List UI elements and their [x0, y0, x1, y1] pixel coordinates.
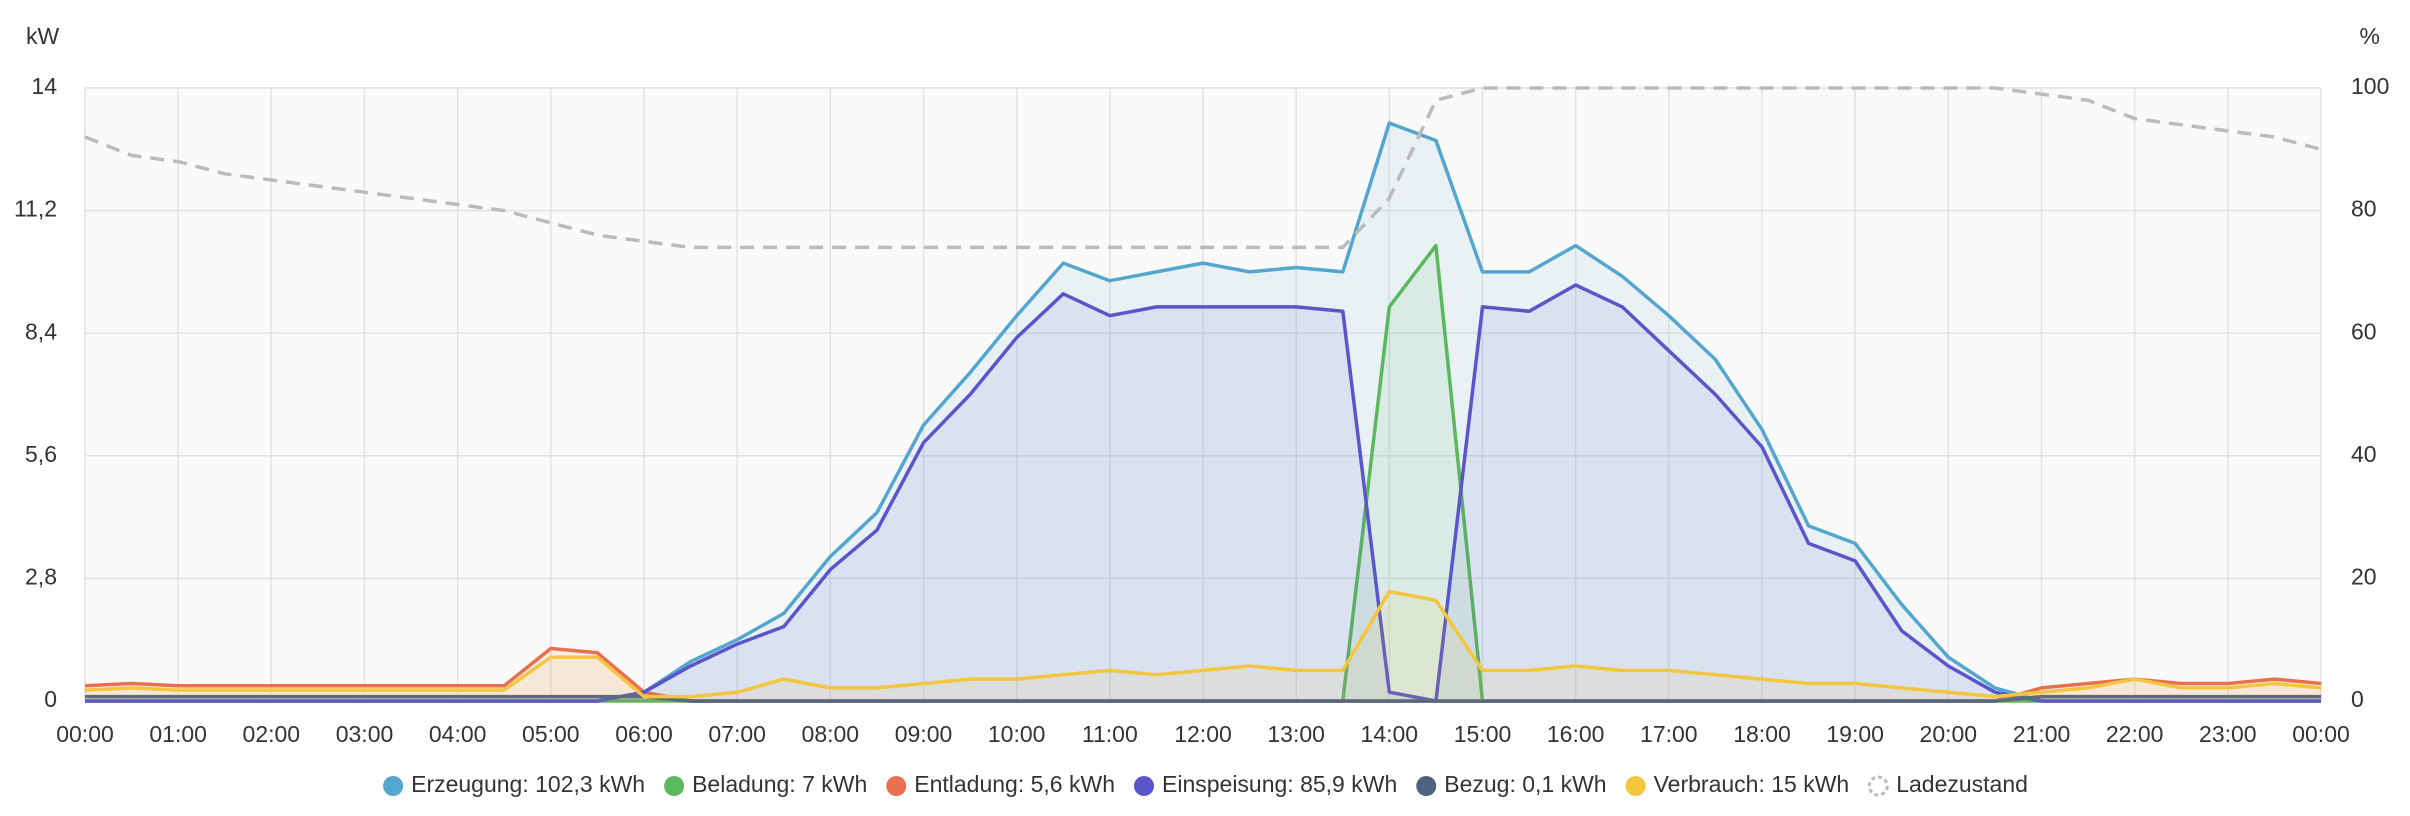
legend-item[interactable]: Beladung: 7 kWh	[664, 771, 867, 797]
legend-item[interactable]: Entladung: 5,6 kWh	[886, 771, 1115, 797]
x-tick-label: 18:00	[1733, 721, 1791, 747]
y2-tick-label: 60	[2351, 318, 2377, 344]
x-tick-label: 09:00	[895, 721, 953, 747]
x-tick-label: 08:00	[802, 721, 860, 747]
legend-item[interactable]: Einspeisung: 85,9 kWh	[1133, 771, 1397, 797]
x-tick-label: 06:00	[615, 721, 673, 747]
x-tick-label: 21:00	[2013, 721, 2071, 747]
series-area	[85, 123, 2321, 701]
legend: Erzeugung: 102,3 kWh Beladung: 7 kWh Entla…	[383, 771, 2028, 797]
legend-swatch	[886, 776, 907, 796]
legend-item[interactable]: Ladezustand	[1867, 771, 2028, 797]
legend-item[interactable]: Verbrauch: 15 kWh	[1625, 771, 1850, 797]
legend-label: Bezug: 0,1 kWh	[1444, 771, 1606, 797]
y-tick-label: 5,6	[25, 441, 57, 467]
x-tick-label: 16:00	[1547, 721, 1605, 747]
y-tick-label: 2,8	[25, 563, 57, 589]
x-tick-label: 20:00	[1920, 721, 1978, 747]
y2-axis-title: %	[2360, 23, 2380, 49]
x-tick-label: 07:00	[708, 721, 766, 747]
legend-item[interactable]: Erzeugung: 102,3 kWh	[383, 771, 645, 797]
series-area	[85, 285, 2321, 701]
y-tick-label: 14	[31, 73, 57, 99]
y2-tick-label: 40	[2351, 441, 2377, 467]
y2-tick-label: 0	[2351, 686, 2364, 712]
x-tick-label: 00:00	[2292, 721, 2350, 747]
legend-swatch	[1867, 775, 1889, 797]
y-tick-label: 8,4	[25, 318, 57, 344]
legend-swatch	[1416, 776, 1437, 796]
legend-swatch	[383, 776, 404, 796]
y-tick-label: 0	[44, 686, 57, 712]
legend-swatch	[664, 776, 685, 796]
x-tick-label: 11:00	[1082, 721, 1138, 747]
x-tick-label: 17:00	[1640, 721, 1698, 747]
x-tick-label: 13:00	[1267, 721, 1325, 747]
legend-swatch	[1625, 776, 1646, 796]
x-tick-label: 14:00	[1361, 721, 1419, 747]
x-tick-label: 12:00	[1174, 721, 1232, 747]
x-tick-label: 05:00	[522, 721, 580, 747]
series-line	[84, 589, 2322, 699]
x-tick-label: 01:00	[149, 721, 207, 747]
x-tick-label: 03:00	[336, 721, 394, 747]
y-axis-title: kW	[26, 23, 60, 49]
legend-label: Beladung: 7 kWh	[692, 771, 867, 797]
x-tick-label: 00:00	[56, 721, 114, 747]
y2-tick-label: 100	[2351, 73, 2389, 99]
x-tick-label: 02:00	[243, 721, 301, 747]
x-tick-label: 19:00	[1826, 721, 1884, 747]
series-line	[85, 283, 2321, 703]
y-tick-label: 11,2	[14, 196, 57, 222]
legend-label: Ladezustand	[1896, 771, 2028, 797]
x-tick-label: 04:00	[429, 721, 487, 747]
y2-tick-label: 80	[2351, 196, 2377, 222]
y2-tick-label: 20	[2351, 563, 2377, 589]
series-line	[84, 86, 2322, 250]
legend-label: Einspeisung: 85,9 kWh	[1162, 771, 1397, 797]
series-line	[85, 694, 2321, 703]
legend-label: Verbrauch: 15 kWh	[1654, 771, 1850, 797]
x-tick-label: 10:00	[988, 721, 1046, 747]
legend-label: Entladung: 5,6 kWh	[914, 771, 1115, 797]
legend-label: Erzeugung: 102,3 kWh	[411, 771, 645, 797]
series-area	[85, 591, 2321, 701]
x-tick-label: 15:00	[1454, 721, 1512, 747]
x-tick-label: 23:00	[2199, 721, 2257, 747]
legend-item[interactable]: Bezug: 0,1 kWh	[1416, 771, 1607, 797]
x-tick-label: 22:00	[2106, 721, 2164, 747]
legend-swatch	[1133, 776, 1154, 796]
